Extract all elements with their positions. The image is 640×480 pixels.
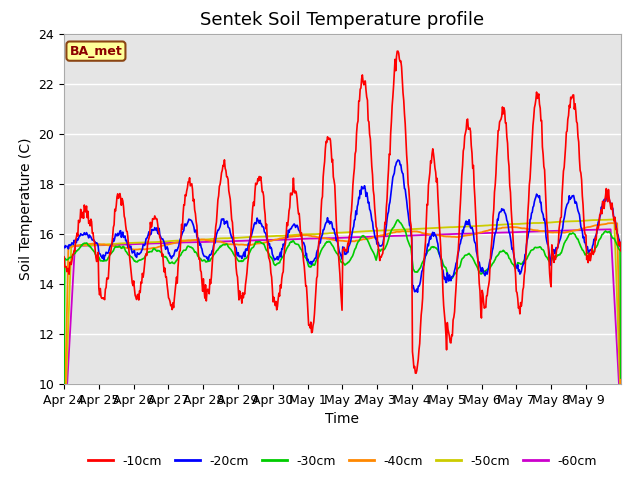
X-axis label: Time: Time [325, 412, 360, 426]
Y-axis label: Soil Temperature (C): Soil Temperature (C) [19, 138, 33, 280]
Title: Sentek Soil Temperature profile: Sentek Soil Temperature profile [200, 11, 484, 29]
Text: BA_met: BA_met [70, 45, 122, 58]
Legend: -10cm, -20cm, -30cm, -40cm, -50cm, -60cm: -10cm, -20cm, -30cm, -40cm, -50cm, -60cm [83, 450, 602, 473]
